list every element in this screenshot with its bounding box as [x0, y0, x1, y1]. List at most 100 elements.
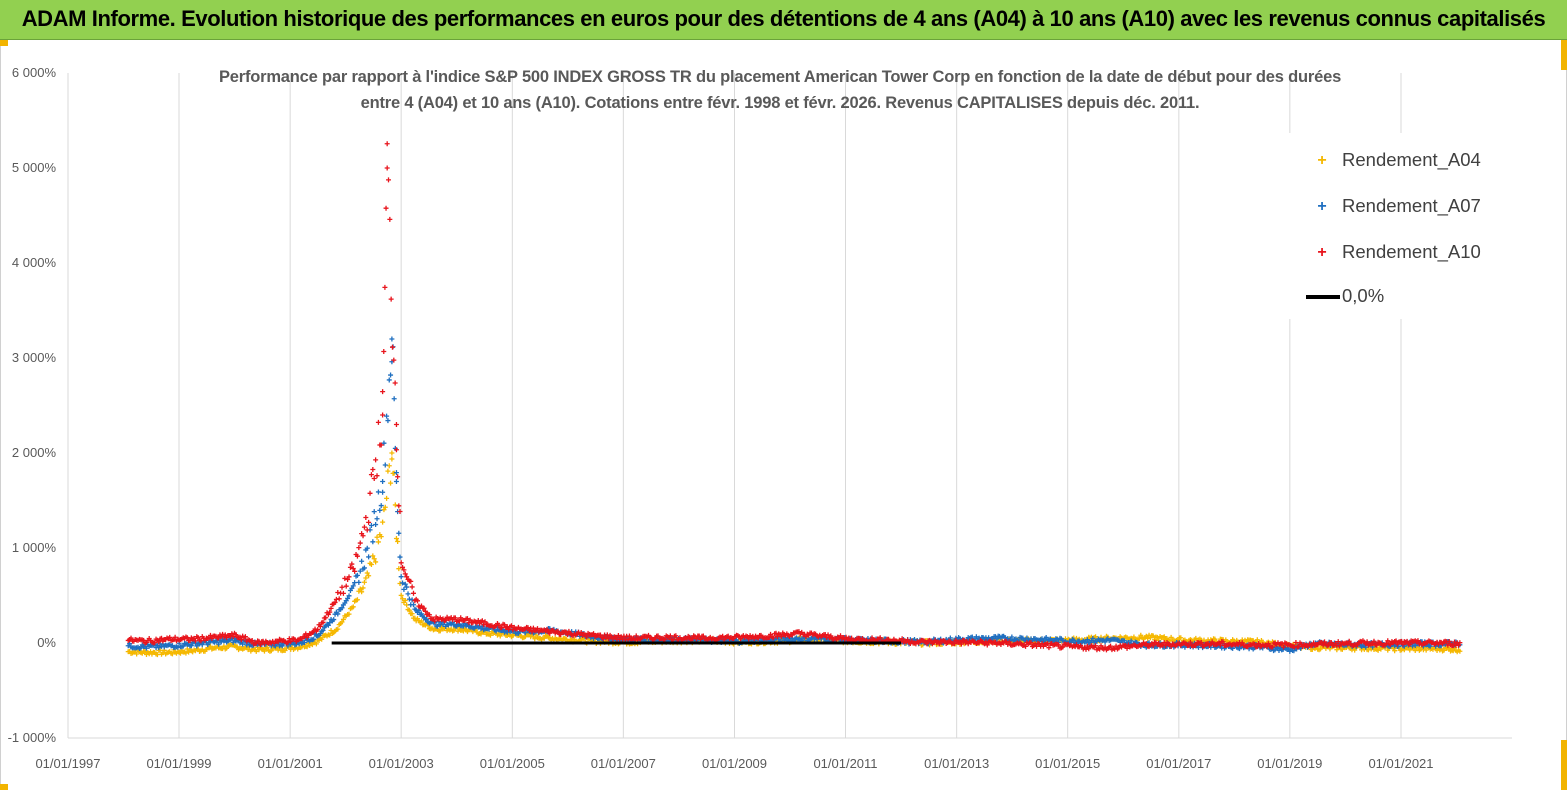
- data-point: [172, 634, 178, 640]
- data-point: [339, 619, 345, 625]
- data-point: [138, 645, 144, 651]
- data-point: [984, 642, 990, 648]
- data-point: [389, 344, 395, 350]
- data-point: [924, 641, 930, 647]
- data-point: [336, 596, 342, 602]
- data-point: [350, 604, 356, 610]
- data-point: [432, 618, 438, 624]
- data-point: [1193, 642, 1199, 648]
- data-point: [1281, 644, 1287, 650]
- data-point: [380, 479, 386, 484]
- data-point: [1291, 648, 1297, 654]
- data-point: [178, 650, 184, 656]
- data-point: [1371, 638, 1377, 644]
- data-point: [1412, 643, 1418, 649]
- plus-marker-icon: +: [1317, 244, 1327, 261]
- data-point: [349, 561, 355, 567]
- data-point: [684, 636, 690, 642]
- data-point: [395, 474, 401, 480]
- data-point: [371, 556, 377, 562]
- data-point: [199, 642, 205, 648]
- data-point: [493, 628, 499, 634]
- data-point: [1187, 639, 1193, 645]
- data-point: [253, 648, 259, 654]
- data-point: [401, 586, 407, 592]
- data-point: [571, 636, 577, 642]
- data-point: [443, 617, 449, 623]
- data-point: [402, 581, 408, 587]
- data-point: [396, 530, 402, 536]
- data-point: [404, 584, 410, 590]
- data-point: [354, 572, 360, 578]
- data-point: [1265, 641, 1271, 647]
- data-point: [370, 553, 376, 559]
- data-point: [418, 618, 424, 624]
- data-point: [368, 522, 374, 528]
- legend-label-zero: 0,0%: [1342, 285, 1385, 306]
- data-point: [380, 412, 386, 418]
- y-tick-label: 2 000%: [12, 445, 57, 460]
- data-point: [838, 633, 844, 639]
- data-point: [899, 636, 905, 642]
- data-point: [368, 562, 374, 568]
- data-point: [288, 639, 294, 645]
- series-rendement-a10: [125, 141, 1463, 653]
- data-point: [357, 586, 363, 592]
- data-point: [1150, 633, 1156, 639]
- data-point: [673, 633, 679, 639]
- data-point: [698, 636, 704, 642]
- data-point: [833, 637, 839, 643]
- data-point: [467, 617, 473, 623]
- data-point: [1364, 639, 1370, 645]
- chart-title-line-1: Performance par rapport à l'indice S&P 5…: [218, 68, 1342, 86]
- data-point: [409, 584, 415, 590]
- data-point: [384, 141, 390, 147]
- data-point: [352, 568, 358, 574]
- legend-label-a04: Rendement_A04: [1342, 149, 1481, 170]
- data-point: [1407, 641, 1413, 647]
- data-point: [1056, 642, 1062, 648]
- data-point: [331, 617, 337, 623]
- data-point: [386, 377, 392, 383]
- data-point: [377, 507, 383, 513]
- data-point: [405, 591, 411, 597]
- y-tick-label: 5 000%: [12, 160, 57, 175]
- data-point: [373, 522, 379, 528]
- legend-label-a10: Rendement_A10: [1342, 241, 1481, 262]
- data-point: [328, 627, 334, 633]
- data-point: [346, 593, 352, 599]
- data-point: [350, 566, 356, 572]
- data-point: [230, 634, 236, 640]
- data-point: [304, 644, 310, 650]
- chart-title-line-2: entre 4 (A04) et 10 ans (A10). Cotations…: [360, 94, 1200, 112]
- data-point: [392, 502, 398, 508]
- series-rendement-a07: [125, 336, 1463, 654]
- data-point: [936, 641, 942, 647]
- y-tick-label: 6 000%: [12, 65, 57, 80]
- data-point: [374, 534, 380, 540]
- data-point: [357, 540, 363, 546]
- data-point: [345, 577, 351, 583]
- data-point: [409, 611, 415, 617]
- data-point: [327, 609, 333, 615]
- data-point: [389, 456, 395, 462]
- data-point: [1427, 643, 1433, 649]
- data-point: [859, 635, 865, 641]
- data-point: [207, 643, 213, 649]
- data-point: [424, 616, 430, 622]
- data-point: [1239, 640, 1245, 646]
- data-point: [1254, 637, 1260, 643]
- data-point: [1335, 639, 1341, 645]
- data-point: [1452, 639, 1458, 645]
- data-point: [320, 619, 326, 625]
- data-point: [320, 627, 326, 633]
- data-point: [905, 637, 911, 643]
- data-point: [487, 632, 493, 638]
- x-tick-label: 01/01/1999: [146, 756, 211, 771]
- y-tick-label: 4 000%: [12, 255, 57, 270]
- data-point: [496, 622, 502, 628]
- data-point: [555, 628, 561, 634]
- data-point: [410, 590, 416, 596]
- data-point: [1150, 643, 1156, 649]
- data-point: [499, 625, 505, 631]
